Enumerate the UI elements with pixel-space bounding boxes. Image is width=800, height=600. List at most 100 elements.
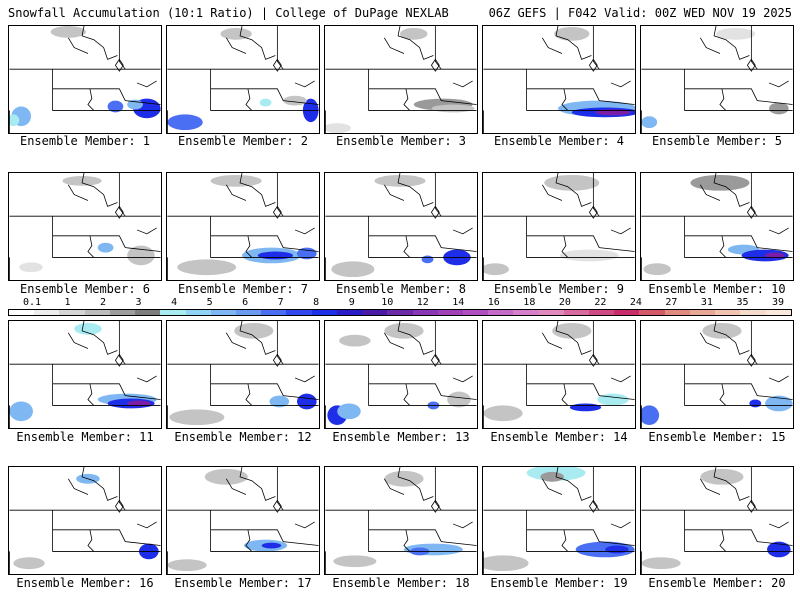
snow-area	[204, 468, 248, 485]
boundary-line	[368, 88, 477, 105]
boundary-line	[452, 227, 473, 235]
boundary-line	[225, 478, 247, 495]
boundary-line	[746, 499, 756, 513]
boundary-line	[452, 521, 473, 529]
boundary-line	[368, 510, 477, 552]
snow-area	[605, 545, 629, 554]
snow-area	[421, 255, 434, 264]
boundary-line	[136, 375, 157, 383]
scale-label: 1	[64, 297, 71, 308]
member-map-svg	[325, 26, 477, 133]
snow-area	[296, 393, 317, 410]
snow-area	[595, 109, 631, 116]
boundary-line	[746, 353, 756, 367]
member-map-12	[166, 320, 320, 429]
boundary-line	[114, 58, 124, 72]
boundary-line	[118, 173, 126, 217]
boundary-line	[541, 478, 563, 495]
scale-label: 7	[277, 297, 284, 308]
snow-area	[374, 174, 426, 187]
boundary-line	[136, 80, 157, 88]
boundary-line	[555, 467, 592, 501]
boundary-line	[368, 364, 477, 406]
snow-area	[483, 263, 509, 276]
scale-swatch	[437, 310, 463, 315]
boundary-line	[561, 529, 569, 552]
member-caption: Ensemble Member: 19	[490, 576, 628, 590]
scale-swatch	[715, 310, 741, 315]
scale-swatch	[513, 310, 539, 315]
boundary-line	[699, 184, 721, 201]
snow-area	[641, 405, 660, 426]
boundary-line	[684, 364, 793, 406]
member-caption: Ensemble Member: 9	[493, 282, 625, 296]
boundary-line	[592, 467, 600, 511]
snow-area	[540, 471, 564, 482]
snow-area	[261, 542, 282, 549]
boundary-line	[383, 478, 405, 495]
boundary-line	[434, 467, 442, 511]
snow-area	[74, 322, 102, 335]
snow-area	[50, 26, 86, 38]
snow-area	[13, 557, 45, 570]
boundary-line	[434, 173, 442, 217]
member-caption: Ensemble Member: 5	[651, 134, 783, 148]
scale-swatch	[261, 310, 287, 315]
boundary-line	[713, 321, 750, 355]
scale-swatch	[538, 310, 564, 315]
scale-label: 2	[100, 297, 107, 308]
boundary-line	[87, 383, 95, 406]
boundary-line	[610, 80, 631, 88]
member-caption: Ensemble Member: 14	[490, 430, 628, 444]
boundary-line	[588, 58, 598, 72]
boundary-line	[610, 521, 631, 529]
member-map-9	[482, 172, 636, 281]
boundary-line	[52, 69, 161, 111]
snow-area	[97, 242, 114, 253]
boundary-line	[52, 364, 161, 406]
boundary-line	[210, 383, 319, 400]
member-caption: Ensemble Member: 12	[174, 430, 312, 444]
member-caption: Ensemble Member: 1	[19, 134, 151, 148]
member-caption: Ensemble Member: 8	[335, 282, 467, 296]
scale-swatch	[336, 310, 363, 315]
boundary-line	[210, 235, 319, 252]
snow-area	[167, 559, 207, 572]
boundary-line	[750, 26, 758, 70]
member-map-svg	[641, 173, 793, 280]
boundary-line	[397, 26, 434, 60]
snow-area	[559, 249, 619, 262]
boundary-line	[210, 88, 319, 105]
scale-swatch	[210, 310, 236, 315]
boundary-line	[684, 235, 793, 252]
boundary-line	[588, 353, 598, 367]
member-map-svg	[483, 467, 635, 574]
snow-area	[169, 409, 225, 426]
member-map-14	[482, 320, 636, 429]
boundary-line	[114, 353, 124, 367]
snow-area	[769, 102, 789, 115]
snow-area	[767, 541, 791, 558]
boundary-line	[699, 37, 721, 54]
member-caption: Ensemble Member: 11	[16, 430, 154, 444]
boundary-line	[561, 235, 569, 258]
member-map-svg	[641, 26, 793, 133]
boundary-line	[526, 529, 635, 546]
boundary-line	[452, 80, 473, 88]
boundary-line	[272, 205, 282, 219]
member-map-svg	[9, 321, 161, 428]
boundary-line	[276, 467, 284, 511]
boundary-line	[719, 383, 727, 406]
boundary-line	[684, 216, 793, 258]
boundary-line	[452, 375, 473, 383]
member-map-11	[8, 320, 162, 429]
boundary-line	[272, 353, 282, 367]
boundary-line	[294, 375, 315, 383]
boundary-line	[684, 510, 793, 552]
boundary-line	[397, 321, 434, 355]
boundary-line	[239, 321, 276, 355]
snow-area	[641, 116, 658, 129]
member-map-svg	[167, 467, 319, 574]
snow-area	[269, 395, 290, 408]
scale-label: 6	[242, 297, 249, 308]
